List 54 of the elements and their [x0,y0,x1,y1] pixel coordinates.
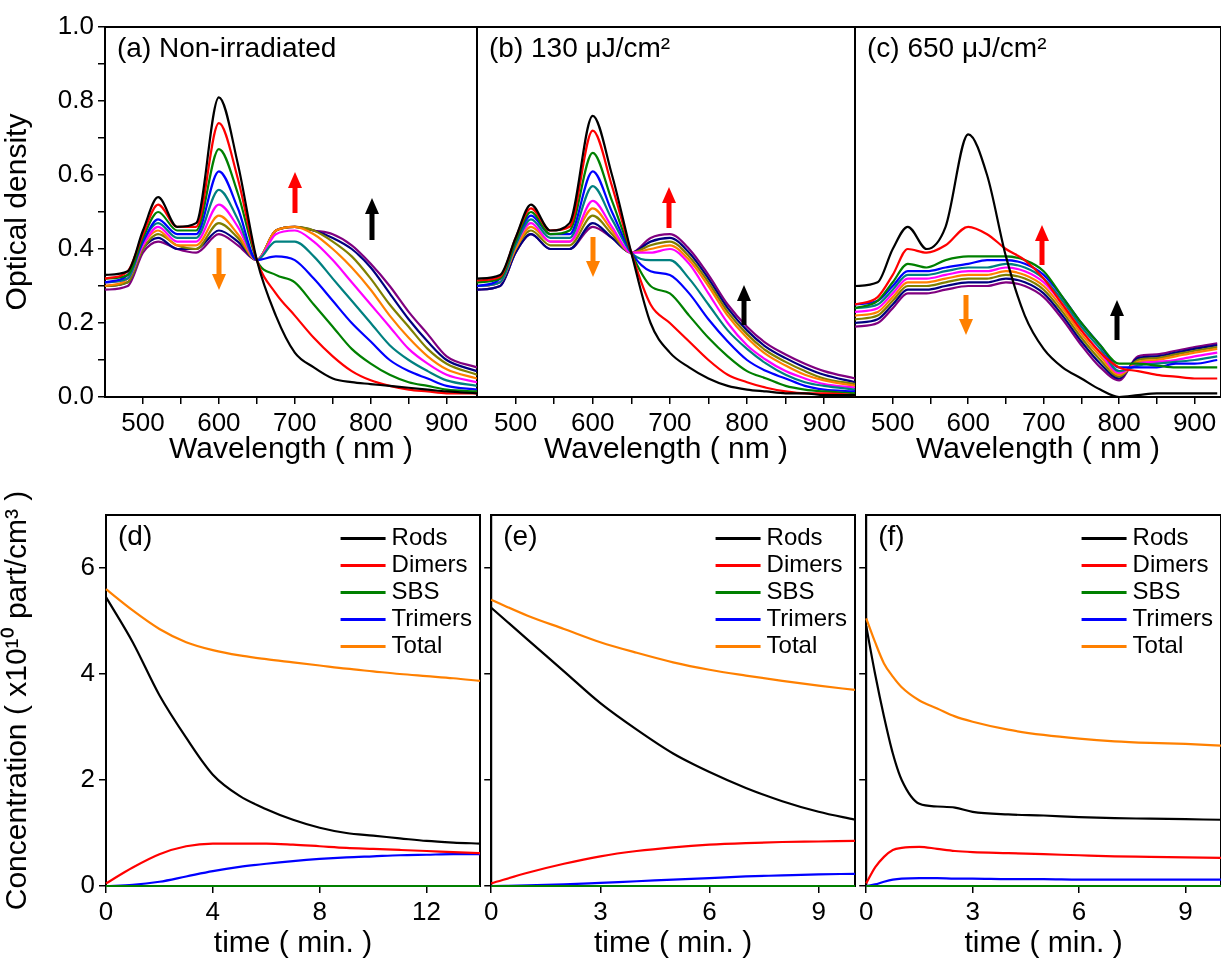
y-tick-label: 2 [80,763,95,794]
y-tick-label: 0.4 [57,232,94,263]
x-tick-label: 12 [412,895,442,926]
y-tick-label: 6 [80,551,95,582]
legend-label: Rods [1132,523,1189,551]
y-tick-label: 0.6 [57,158,94,189]
annotation: (d) [118,519,153,551]
x-tick-label: 6 [1071,895,1087,926]
legend-label: SBS [766,577,815,605]
y-tick-label: 1.0 [57,10,94,41]
x-axis-title: time ( min. ) [213,925,373,959]
annotation: (e) [503,519,538,551]
x-tick-label: 8 [312,895,327,926]
legend-label: SBS [1132,577,1181,605]
legend-label: SBS [391,577,440,605]
x-tick-label: 500 [871,406,915,437]
legend-label: Rods [766,523,823,551]
annotation: (c) 650 μJ/cm² [867,31,1047,63]
legend-label: Total [766,631,818,659]
y-tick-label: 0.0 [57,380,94,411]
x-tick-label: 6 [702,895,717,926]
legend-label: Total [391,631,443,659]
annotation: (b) 130 μJ/cm² [489,31,671,63]
x-tick-label: 9 [811,895,826,926]
y-axis-title: Optical density [0,113,33,311]
y-tick-label: 0.2 [57,306,94,337]
x-axis-title: time ( min. ) [964,925,1123,959]
x-tick-label: 9 [1178,895,1193,926]
x-tick-label: 500 [493,406,538,437]
legend-label: Total [1132,631,1184,659]
x-tick-label: 3 [965,895,980,926]
x-tick-label: 0 [484,895,499,926]
annotation: (f) [878,519,905,551]
x-tick-label: 900 [1172,406,1217,437]
x-tick-label: 500 [121,406,165,437]
y-tick-label: 4 [80,657,95,688]
legend-label: Dimers [1132,550,1209,578]
y-axis-title: Concentration ( x10¹⁰ part/cm³ ) [0,490,33,911]
legend-label: Trimers [766,604,848,632]
line-series [104,842,482,885]
y-tick-label: 0.8 [57,84,94,115]
y-tick-label: 0 [80,869,95,900]
legend-label: Trimers [1132,604,1214,632]
x-axis-title: time ( min. ) [593,925,753,959]
x-tick-label: 900 [424,406,469,437]
x-tick-label: 4 [205,895,221,926]
annotation: (a) Non-irradiated [117,31,337,63]
legend-label: Trimers [391,604,473,632]
x-tick-label: 0 [859,895,874,926]
legend-label: Rods [391,523,448,551]
legend-label: Dimers [391,550,468,578]
legend-label: Dimers [766,550,843,578]
x-tick-label: 900 [802,406,846,437]
x-tick-label: 3 [593,895,608,926]
